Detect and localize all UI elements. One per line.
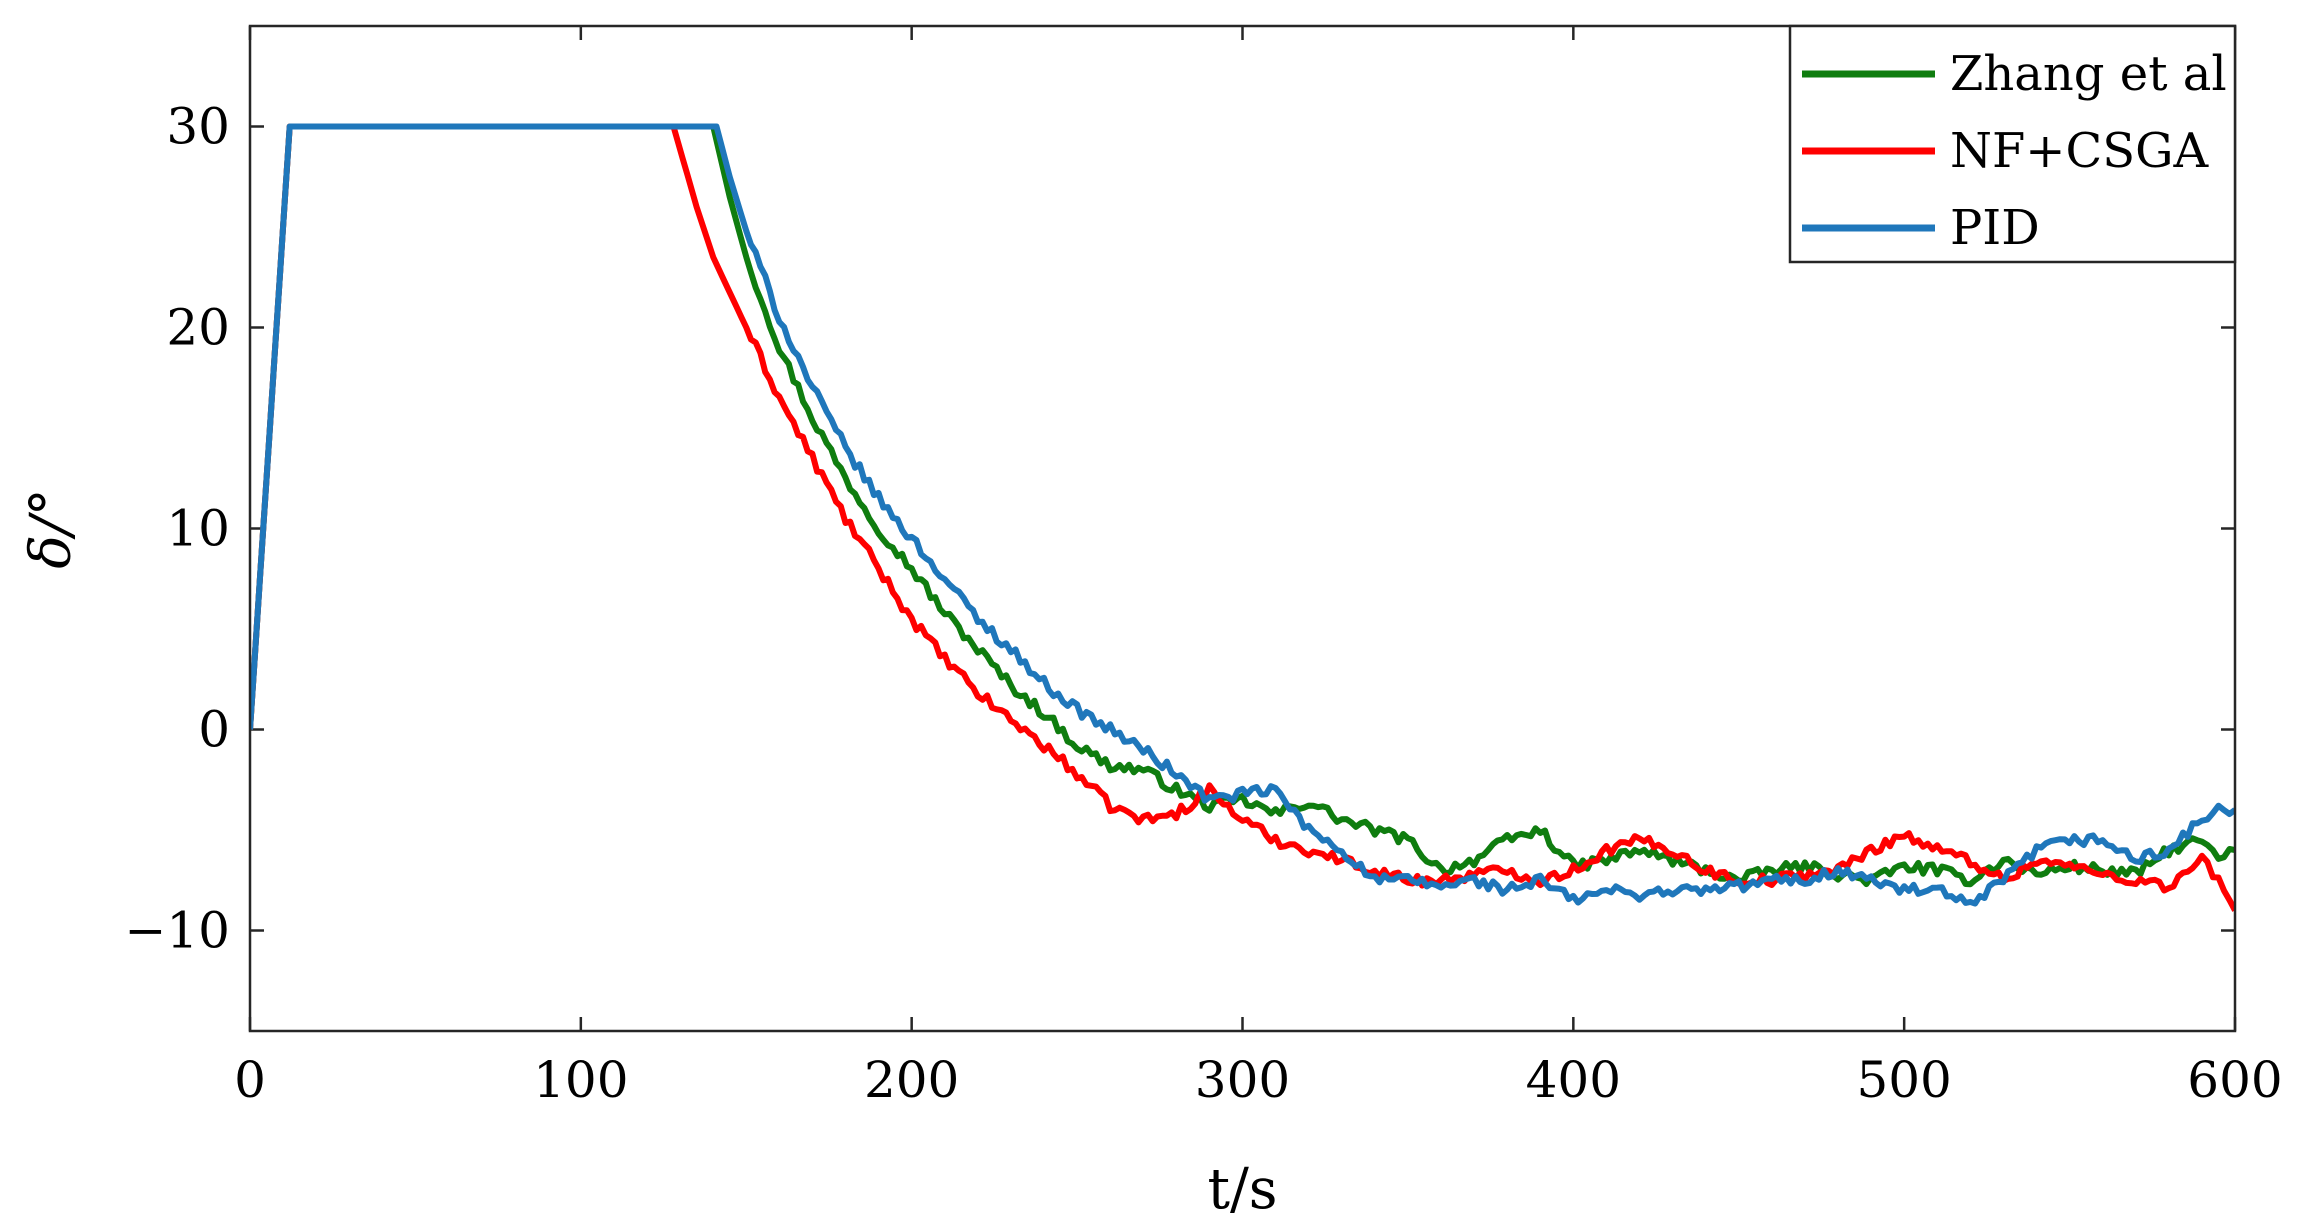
legend-box bbox=[1788, 24, 2237, 264]
legend-label: PID bbox=[1950, 200, 2040, 256]
series-layer bbox=[250, 123, 2235, 912]
legend-items: Zhang et al NF+CSGA PID bbox=[1802, 46, 2227, 256]
legend: Zhang et al NF+CSGA PID bbox=[1788, 24, 2237, 264]
legend-label: NF+CSGA bbox=[1950, 123, 2209, 179]
y-tick-label: 0 bbox=[198, 701, 230, 759]
x-tick-label: 400 bbox=[1526, 1051, 1621, 1109]
x-tick-label: 200 bbox=[864, 1051, 959, 1109]
x-tick-label: 600 bbox=[2187, 1051, 2282, 1109]
x-tick-label: 100 bbox=[533, 1051, 628, 1109]
x-tick-label: 500 bbox=[1856, 1051, 1951, 1109]
series-line-2 bbox=[250, 123, 2235, 907]
ticks-layer: 0 100 200 300 400 500 600 −10 0 10 20 30 bbox=[124, 26, 2283, 1109]
x-axis-label: t/s bbox=[1207, 1157, 1277, 1222]
y-tick-label: 30 bbox=[166, 98, 230, 156]
x-tick-label: 0 bbox=[234, 1051, 266, 1109]
y-tick-label: 10 bbox=[166, 500, 230, 558]
x-tick-label: 300 bbox=[1195, 1051, 1290, 1109]
y-tick-label: −10 bbox=[124, 902, 230, 960]
y-axis-label: δ/° bbox=[19, 488, 84, 569]
y-tick-label: 20 bbox=[166, 299, 230, 357]
legend-label: Zhang et al bbox=[1950, 46, 2227, 102]
plot-frame bbox=[248, 24, 2237, 1033]
